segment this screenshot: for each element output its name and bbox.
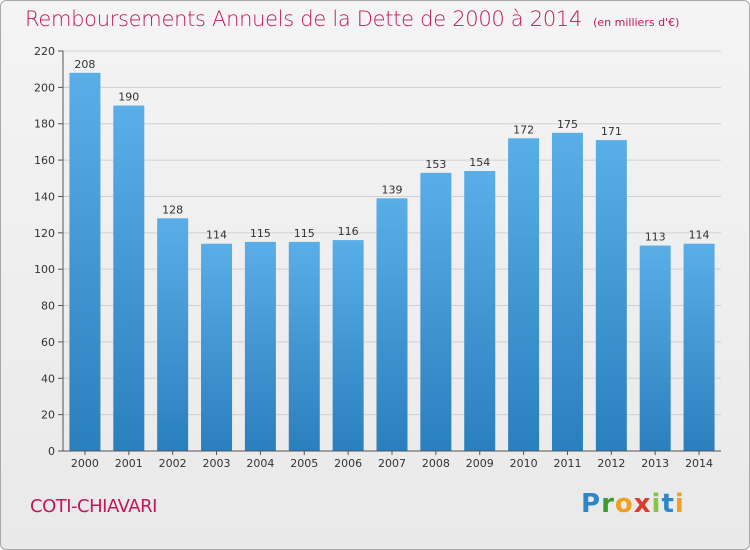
- x-tick-label-2009: 2009: [466, 457, 494, 470]
- bar-2000: [69, 72, 101, 452]
- data-label-2009: 154: [469, 156, 490, 169]
- x-tick-label-2002: 2002: [159, 457, 187, 470]
- bar-2009: [464, 171, 496, 451]
- bar-2007: [376, 198, 408, 451]
- data-label-2003: 114: [206, 229, 227, 242]
- x-tick-label-2011: 2011: [553, 457, 581, 470]
- data-label-2005: 115: [294, 227, 315, 240]
- bar-2010: [508, 138, 540, 452]
- x-tick-label-2005: 2005: [290, 457, 318, 470]
- bar-2011: [551, 132, 583, 451]
- data-label-2010: 172: [513, 123, 534, 136]
- y-tick-label: 120: [34, 227, 55, 240]
- bar-2005: [288, 241, 320, 451]
- title-row: Remboursements Annuels de la Dette de 20…: [25, 7, 679, 31]
- x-tick-label-2001: 2001: [115, 457, 143, 470]
- y-tick-label: 220: [34, 45, 55, 58]
- y-tick-label: 0: [48, 445, 55, 458]
- x-tick-label-2007: 2007: [378, 457, 406, 470]
- y-tick-label: 160: [34, 154, 55, 167]
- y-tick-label: 60: [41, 336, 55, 349]
- data-label-2012: 171: [601, 125, 622, 138]
- y-tick-label: 140: [34, 190, 55, 203]
- data-label-2002: 128: [162, 203, 183, 216]
- x-tick-label-2008: 2008: [422, 457, 450, 470]
- bar-2013: [639, 245, 671, 451]
- bar-2004: [244, 241, 276, 451]
- logo-letter: x: [633, 489, 652, 519]
- data-label-2008: 153: [425, 158, 446, 171]
- data-label-2004: 115: [250, 227, 271, 240]
- bar-2001: [113, 105, 145, 451]
- bar-2012: [595, 140, 627, 451]
- x-tick-label-2006: 2006: [334, 457, 362, 470]
- x-tick-label-2010: 2010: [510, 457, 538, 470]
- bar-2006: [332, 240, 364, 451]
- logo-letter: i: [674, 489, 685, 519]
- data-label-2014: 114: [689, 229, 710, 242]
- bar-2008: [420, 172, 452, 451]
- y-tick-label: 180: [34, 118, 55, 131]
- data-label-2011: 175: [557, 118, 578, 131]
- x-tick-label-2014: 2014: [685, 457, 713, 470]
- data-label-2000: 208: [74, 58, 95, 71]
- x-tick-label-2013: 2013: [641, 457, 669, 470]
- chart-subtitle: (en milliers d'€): [593, 16, 680, 29]
- bar-2014: [683, 243, 715, 451]
- data-label-2007: 139: [382, 183, 403, 196]
- x-tick-label-2000: 2000: [71, 457, 99, 470]
- y-tick-label: 80: [41, 300, 55, 313]
- bar-2002: [157, 218, 189, 451]
- commune-name: COTI-CHIAVARI: [30, 496, 157, 517]
- y-tick-label: 40: [41, 372, 55, 385]
- x-tick-label-2004: 2004: [246, 457, 274, 470]
- x-tick-label-2012: 2012: [597, 457, 625, 470]
- logo-letter: o: [614, 489, 634, 519]
- logo-letter: i: [651, 489, 662, 519]
- data-label-2013: 113: [645, 231, 666, 244]
- x-tick-label-2003: 2003: [203, 457, 231, 470]
- logo-letter: t: [661, 489, 675, 519]
- data-label-2006: 116: [338, 225, 359, 238]
- logo-letter: P: [581, 489, 602, 519]
- chart-title: Remboursements Annuels de la Dette de 20…: [25, 7, 582, 31]
- y-tick-label: 100: [34, 263, 55, 276]
- logo-letter: r: [601, 489, 615, 519]
- proxiti-logo: Proxiti: [581, 489, 685, 519]
- y-tick-label: 200: [34, 81, 55, 94]
- data-label-2001: 190: [118, 91, 139, 104]
- y-tick-label: 20: [41, 409, 55, 422]
- bar-2003: [201, 243, 233, 451]
